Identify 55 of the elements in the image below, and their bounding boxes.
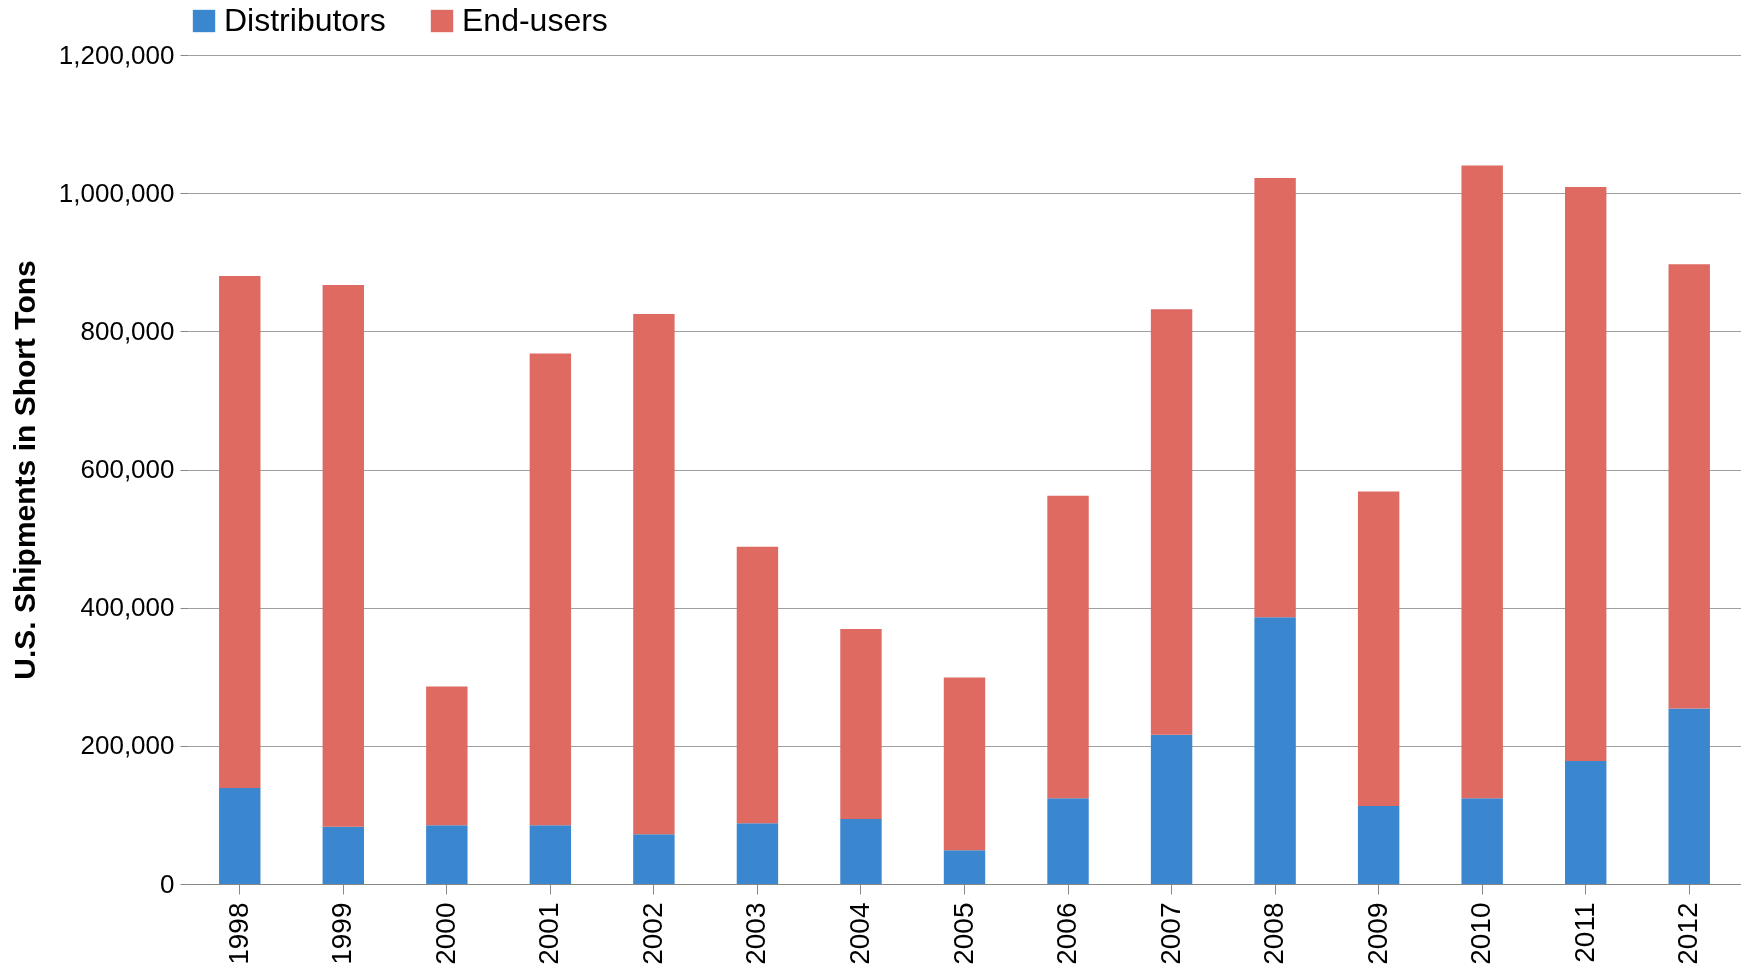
x-tick-label: 2001 (533, 902, 565, 965)
bar (840, 629, 882, 820)
bar (219, 787, 261, 884)
bar (1461, 165, 1503, 799)
bar (1254, 177, 1296, 618)
bar (1150, 309, 1193, 735)
y-tick-label: 0 (160, 868, 175, 899)
bar (1668, 708, 1710, 884)
bar (943, 677, 986, 851)
bar (1564, 186, 1607, 762)
bar (426, 686, 468, 826)
bar (1254, 617, 1296, 884)
bar (736, 823, 779, 884)
bar (219, 276, 261, 788)
bar (426, 825, 468, 884)
y-tick-label: 400,000 (80, 592, 175, 623)
y-tick-label: 1,200,000 (58, 39, 175, 70)
legend-label: Distributors (224, 2, 386, 38)
bar (1357, 491, 1400, 806)
y-tick-label: 600,000 (80, 454, 175, 484)
bar (633, 314, 675, 835)
x-tick-label: 2011 (1568, 902, 1600, 963)
x-tick-label: 2003 (740, 902, 772, 965)
bar (1668, 264, 1710, 709)
x-tick-label: 2004 (843, 902, 875, 965)
bar (529, 353, 572, 826)
bar (322, 826, 365, 884)
x-tick-label: 2002 (636, 902, 668, 965)
y-tick-label: 800,000 (80, 315, 175, 346)
bar (943, 850, 986, 884)
bar (322, 285, 365, 827)
y-axis-title: U.S. Shipments in Short Tons (7, 260, 41, 680)
bar (633, 834, 675, 884)
x-tick-label: 2008 (1258, 902, 1290, 965)
legend-label: End-users (462, 2, 608, 38)
bar (529, 825, 572, 884)
bar (1150, 734, 1193, 884)
x-tick-label: 2007 (1154, 902, 1186, 965)
x-tick-label: 2010 (1465, 902, 1497, 965)
x-tick-label: 1998 (222, 902, 254, 965)
x-tick-label: 2005 (947, 902, 979, 965)
bar (1047, 495, 1089, 799)
x-tick-label: 2012 (1672, 902, 1704, 965)
bar (736, 546, 779, 824)
y-tick-label: 200,000 (80, 730, 175, 761)
x-tick-label: 2000 (429, 902, 461, 965)
x-tick-label: 2009 (1361, 902, 1393, 965)
bar (840, 819, 882, 884)
bar (1357, 805, 1400, 884)
x-tick-label: 2006 (1051, 902, 1083, 965)
bar (1564, 761, 1607, 884)
bar (1047, 798, 1089, 884)
x-tick-label: 1999 (326, 902, 358, 965)
y-tick-label: 1,000,000 (58, 177, 175, 208)
bar (1461, 798, 1503, 884)
